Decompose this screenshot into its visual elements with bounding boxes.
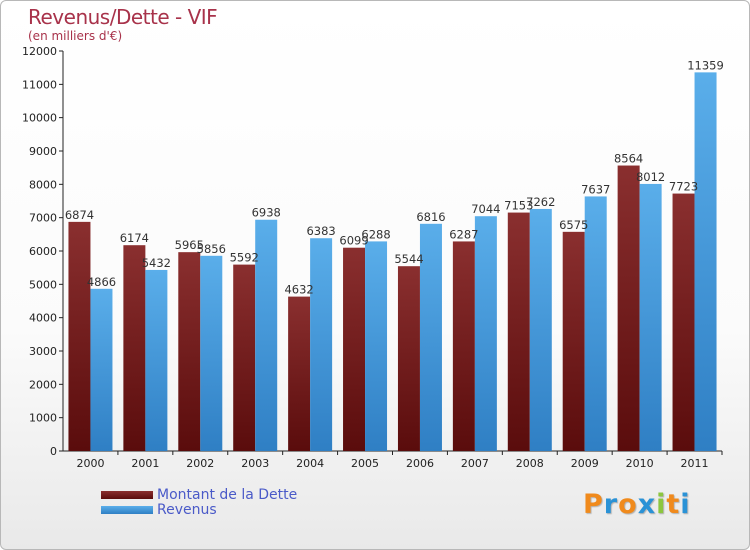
data-label-revenus: 6288 (361, 227, 390, 241)
y-tick-label: 5000 (29, 278, 57, 291)
data-label-debt: 5592 (230, 251, 259, 265)
logo-letter: i (680, 489, 691, 520)
y-tick-label: 12000 (22, 45, 57, 58)
x-tick-label: 2011 (681, 457, 709, 470)
logo-letter: t (666, 489, 681, 520)
logo-letter: x (637, 489, 657, 520)
data-label-revenus: 5432 (142, 256, 171, 270)
x-tick-label: 2007 (461, 457, 489, 470)
bar-debt (562, 231, 585, 451)
data-label-debt: 5544 (394, 252, 423, 266)
proxiti-logo: Proxiti (583, 489, 691, 520)
data-label-debt: 5965 (175, 238, 204, 252)
data-label-revenus: 6938 (252, 206, 281, 220)
legend-item-debt: Montant de la Dette (101, 486, 298, 503)
chart-bars (68, 72, 717, 452)
bar-revenus (200, 255, 223, 451)
x-tick-label: 2005 (351, 457, 379, 470)
bar-revenus (584, 196, 607, 451)
bar-revenus (365, 241, 388, 451)
legend-swatch-revenus (101, 505, 153, 514)
data-label-debt: 6099 (339, 234, 368, 248)
bar-debt (672, 193, 695, 452)
x-tick-label: 2003 (241, 457, 269, 470)
chart-subtitle: (en milliers d'€) (28, 29, 123, 43)
data-label-revenus: 7044 (471, 202, 500, 216)
legend-item-revenus: Revenus (101, 501, 297, 518)
y-tick-label: 4000 (29, 312, 57, 325)
y-tick-label: 1000 (29, 412, 57, 425)
bar-revenus (529, 208, 552, 451)
x-tick-label: 2004 (296, 457, 324, 470)
bar-debt (68, 221, 91, 451)
legend: Montant de la Dette Revenus (101, 486, 298, 518)
legend-label-revenus: Revenus (157, 501, 217, 518)
data-label-revenus: 7637 (581, 182, 610, 196)
data-label-debt: 6874 (65, 208, 94, 222)
bar-revenus (145, 269, 168, 451)
logo-letter: i (656, 489, 667, 520)
y-tick-label: 9000 (29, 145, 57, 158)
chart-title: Revenus/Dette - VIF (28, 5, 218, 29)
data-label-revenus: 11359 (687, 58, 724, 72)
data-label-revenus: 8012 (636, 170, 665, 184)
bar-revenus (694, 72, 717, 451)
x-tick-label: 2010 (626, 457, 654, 470)
data-label-debt: 4632 (284, 283, 313, 297)
x-tick-label: 2009 (571, 457, 599, 470)
data-label-debt: 6575 (559, 218, 588, 232)
data-label-revenus: 7262 (526, 195, 555, 209)
data-label-revenus: 6816 (416, 210, 445, 224)
bar-revenus (90, 288, 113, 451)
bar-debt (233, 264, 256, 451)
bar-revenus (474, 216, 497, 451)
logo-letter: r (603, 489, 619, 520)
bar-debt (123, 245, 146, 451)
data-label-revenus: 4866 (87, 275, 116, 289)
data-label-debt: 6174 (120, 231, 149, 245)
y-tick-label: 6000 (29, 245, 57, 258)
y-tick-label: 10000 (22, 112, 57, 125)
data-label-debt: 8564 (614, 152, 643, 166)
data-label-debt: 7723 (669, 180, 698, 194)
x-tick-label: 2001 (131, 457, 159, 470)
data-label-revenus: 5856 (197, 242, 226, 256)
x-tick-label: 2006 (406, 457, 434, 470)
y-tick-label: 0 (50, 445, 57, 458)
y-tick-label: 11000 (22, 78, 57, 91)
logo-letter: o (618, 489, 638, 520)
x-tick-label: 2002 (186, 457, 214, 470)
data-label-debt: 7153 (504, 199, 533, 213)
bar-debt (617, 165, 640, 452)
y-tick-label: 2000 (29, 378, 57, 391)
chart-axes: 0 1000 2000 3000 4000 5000 6000 7000 8000 9000 100… (22, 45, 723, 470)
bar-debt (178, 252, 201, 451)
bar-revenus (255, 219, 278, 451)
legend-label-debt: Montant de la Dette (157, 486, 298, 503)
data-label-revenus: 6383 (306, 224, 335, 238)
bar-debt (397, 266, 420, 451)
bar-debt (288, 296, 311, 451)
data-label-debt: 6287 (449, 227, 478, 241)
y-tick-label: 7000 (29, 212, 57, 225)
y-tick-label: 8000 (29, 178, 57, 191)
bar-debt (452, 241, 475, 451)
x-tick-label: 2008 (516, 457, 544, 470)
legend-swatch-debt (101, 490, 153, 499)
logo-letter: P (583, 489, 604, 520)
bar-debt (343, 247, 366, 451)
bar-revenus (310, 238, 333, 451)
bar-revenus (419, 223, 442, 451)
bar-debt (507, 212, 530, 451)
bar-revenus (639, 183, 662, 451)
x-tick-label: 2000 (76, 457, 104, 470)
y-tick-label: 3000 (29, 345, 57, 358)
